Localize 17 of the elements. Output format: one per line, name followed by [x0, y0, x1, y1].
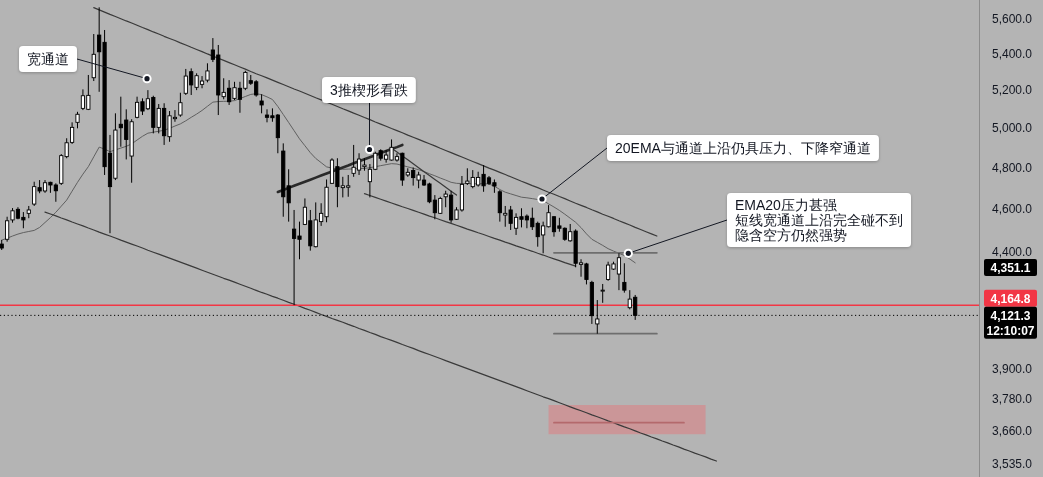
ref-line-label: 4,121.3 [990, 308, 1031, 323]
y-tick-label: 5,400.0 [991, 46, 1033, 61]
y-tick-label: 4,400.0 [991, 245, 1033, 260]
y-tick-label: 5,600.0 [991, 11, 1033, 26]
ref-line-label: 4,164.8 [990, 291, 1031, 306]
y-tick-label: 5,200.0 [991, 83, 1033, 98]
y-tick-label: 3,660.0 [991, 423, 1033, 438]
annotation: EMA20压力甚强短线宽通道上沿完全碰不到隐含空方仍然强势 [735, 197, 903, 244]
annotation: 宽通道 [27, 51, 69, 68]
annotation: 3推楔形看跌 [330, 82, 408, 99]
y-tick-label: 3,900.0 [991, 362, 1033, 377]
annotation: 20EMA与通道上沿仍具压力、下降窄通道 [615, 140, 871, 157]
y-tick-label: 3,780.0 [991, 392, 1033, 407]
y-tick-label: 3,535.0 [991, 457, 1033, 472]
y-tick-label: 4,600.0 [991, 202, 1033, 217]
y-tick-label: 5,000.0 [991, 121, 1033, 136]
y-tick-label: 4,800.0 [991, 160, 1033, 175]
